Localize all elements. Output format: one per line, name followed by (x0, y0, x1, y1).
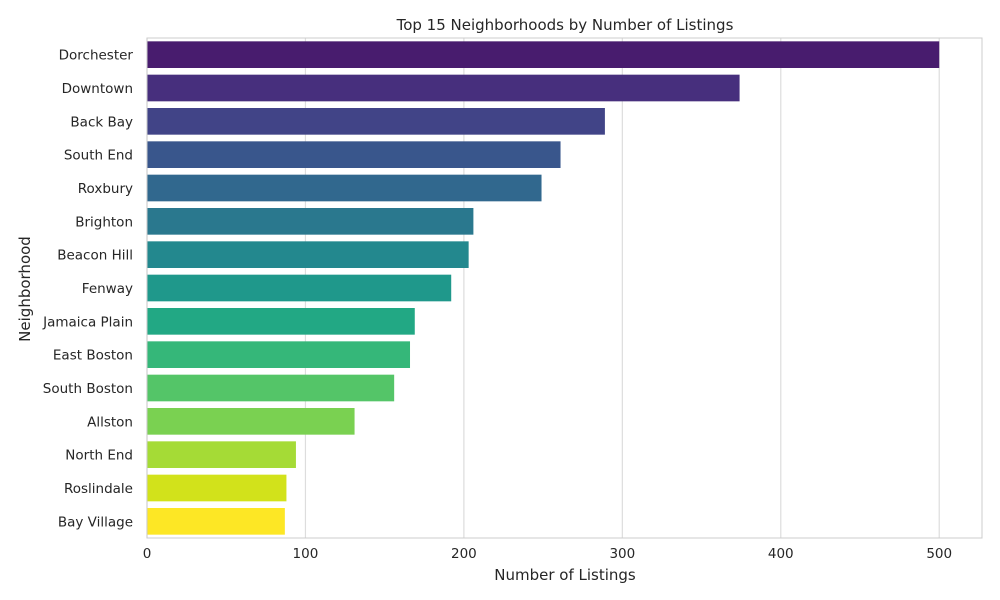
y-tick-label: Fenway (82, 281, 133, 297)
y-tick-label: Downtown (62, 81, 133, 97)
y-tick-label: Dorchester (59, 48, 134, 64)
bar-north-end (147, 441, 296, 468)
y-tick-label: North End (65, 448, 133, 464)
bar-east-boston (147, 341, 411, 368)
bar-roxbury (147, 174, 542, 202)
bar-brighton (147, 208, 474, 235)
y-tick-label: Allston (87, 414, 133, 430)
x-tick-label: 0 (143, 546, 152, 562)
bar-south-end (147, 141, 561, 168)
bar-dorchester (147, 41, 940, 68)
bar-allston (147, 408, 355, 435)
y-tick-label: South End (64, 148, 133, 164)
y-tick-label: Back Bay (70, 114, 133, 130)
bar-back-bay (147, 108, 605, 135)
bar-roslindale (147, 474, 287, 502)
x-tick-label: 100 (293, 546, 319, 562)
y-tick-label: Jamaica Plain (42, 314, 133, 330)
y-tick-label: Roxbury (78, 181, 133, 197)
bar-south-boston (147, 374, 395, 402)
plot-frame (146, 37, 983, 539)
x-tick-label: 200 (451, 546, 477, 562)
x-tick-label: 300 (609, 546, 635, 562)
bar-bay-village (147, 508, 285, 535)
y-tick-label: Beacon Hill (57, 248, 133, 264)
x-axis-ticks: 0 100 200 300 400 500 (143, 546, 952, 562)
bar-jamaica-plain (147, 308, 415, 335)
bar-fenway (147, 274, 452, 302)
x-tick-label: 500 (926, 546, 952, 562)
x-axis-label: Number of Listings (494, 566, 636, 584)
bar-beacon-hill (147, 241, 469, 268)
y-axis-label: Neighborhood (16, 236, 34, 342)
y-axis-ticks: Dorchester Downtown Back Bay South End Roxbu… (42, 48, 133, 531)
chart-title: Top 15 Neighborhoods by Number of Listin… (396, 16, 734, 34)
y-tick-label: Bay Village (58, 514, 133, 530)
y-tick-label: South Boston (43, 381, 133, 397)
y-tick-label: East Boston (53, 348, 133, 364)
bars (147, 41, 940, 535)
y-tick-label: Roslindale (64, 481, 133, 497)
y-tick-label: Brighton (75, 214, 133, 230)
x-tick-label: 400 (768, 546, 794, 562)
bar-downtown (147, 74, 740, 102)
